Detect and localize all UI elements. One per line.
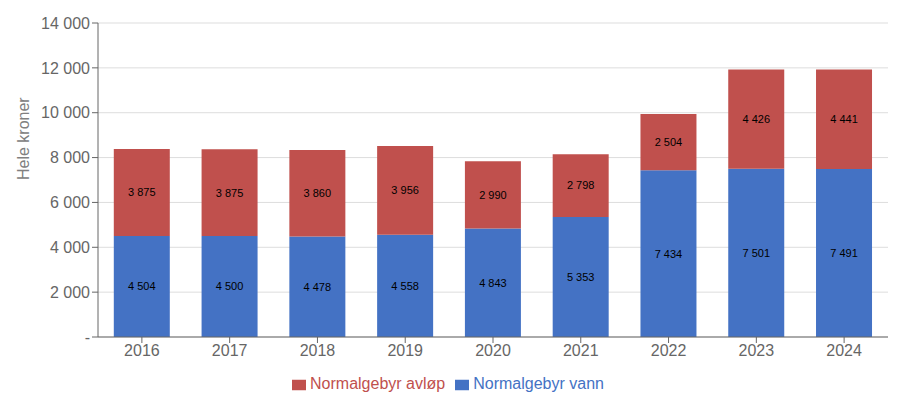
html-text:Normalgebyr vann: Normalgebyr vann [473,375,604,392]
svg-text:Hele kroner: Hele kroner [15,97,32,180]
svg-text:4 478: 4 478 [304,281,332,293]
svg-text:2023: 2023 [739,342,775,359]
svg-text:8 000: 8 000 [50,149,90,166]
svg-text:14 000: 14 000 [41,15,90,32]
svg-text:4 504: 4 504 [128,280,156,292]
svg-text:7 501: 7 501 [742,247,770,259]
svg-text:-: - [85,329,90,346]
svg-text:3 875: 3 875 [128,186,156,198]
svg-text:4 843: 4 843 [479,277,507,289]
svg-text:6 000: 6 000 [50,194,90,211]
svg-text:12 000: 12 000 [41,60,90,77]
svg-text:2 000: 2 000 [50,284,90,301]
svg-text:2 798: 2 798 [567,179,595,191]
svg-text:2 504: 2 504 [655,136,683,148]
svg-text:2 990: 2 990 [479,189,507,201]
svg-text:5 353: 5 353 [567,271,595,283]
svg-text:2017: 2017 [212,342,248,359]
svg-text:4 426: 4 426 [742,113,770,125]
svg-text:4 558: 4 558 [391,280,419,292]
svg-text:2016: 2016 [124,342,160,359]
svg-text:4 000: 4 000 [50,239,90,256]
svg-text:7 434: 7 434 [655,248,683,260]
svg-text:3 875: 3 875 [216,187,244,199]
svg-text:4 441: 4 441 [830,113,858,125]
svg-text:2024: 2024 [826,342,862,359]
svg-text:2020: 2020 [475,342,511,359]
svg-text:3 956: 3 956 [391,184,419,196]
svg-text:3 860: 3 860 [304,187,332,199]
svg-text:2019: 2019 [387,342,423,359]
svg-text:2018: 2018 [300,342,336,359]
svg-text:2022: 2022 [651,342,687,359]
svg-text:10 000: 10 000 [41,104,90,121]
svg-text:4 500: 4 500 [216,280,244,292]
html-text:Normalgebyr avløp: Normalgebyr avløp [310,375,446,392]
svg-text:7 491: 7 491 [830,247,858,259]
svg-text:2021: 2021 [563,342,599,359]
